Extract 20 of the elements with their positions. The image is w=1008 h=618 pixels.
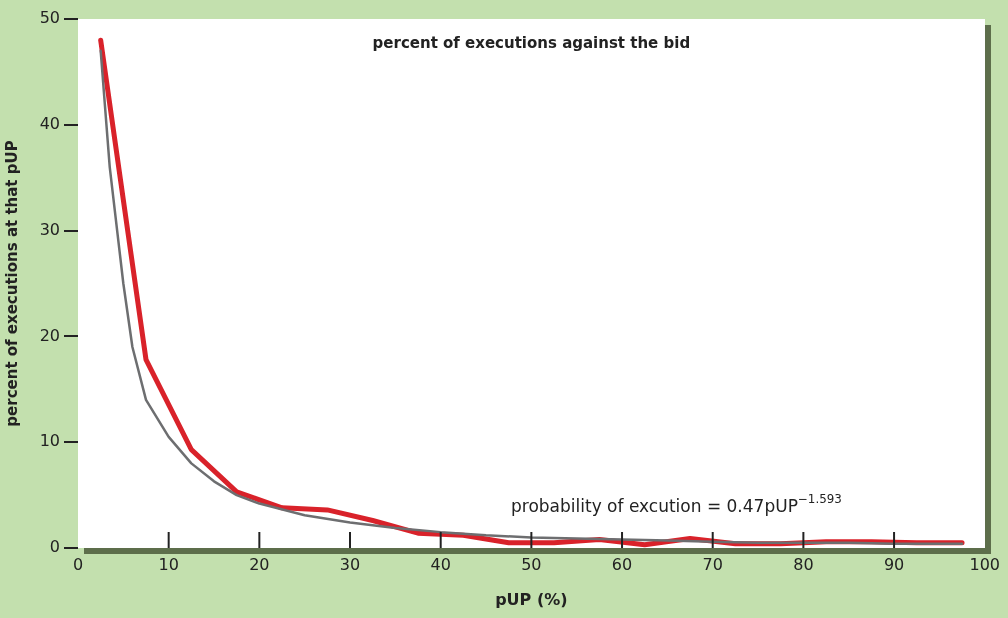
y-tick-label: 30: [39, 219, 60, 239]
x-tick-label: 30: [339, 554, 361, 574]
y-tick-label: 0: [49, 537, 60, 557]
x-tick-label: 20: [249, 554, 270, 574]
x-tick-label: 10: [158, 554, 179, 574]
y-axis-title: percent of executions at that pUP: [2, 140, 21, 427]
x-tick-label: 70: [702, 554, 723, 574]
y-tick-label: 20: [39, 325, 60, 345]
x-tick-label: 60: [611, 554, 633, 574]
y-tick-label: 50: [39, 8, 60, 28]
x-tick-label: 0: [72, 554, 84, 574]
y-tick-label: 40: [39, 113, 60, 133]
x-tick-label: 100: [969, 554, 1000, 574]
x-tick-label: 80: [793, 554, 814, 574]
x-tick-label: 40: [430, 554, 451, 574]
y-tick-label: 10: [39, 431, 60, 451]
x-tick-label: 50: [521, 554, 542, 574]
x-axis-title: pUP (%): [495, 589, 568, 609]
text: percent of executions against the bid: [372, 33, 691, 52]
x-tick-label: 90: [883, 554, 905, 574]
